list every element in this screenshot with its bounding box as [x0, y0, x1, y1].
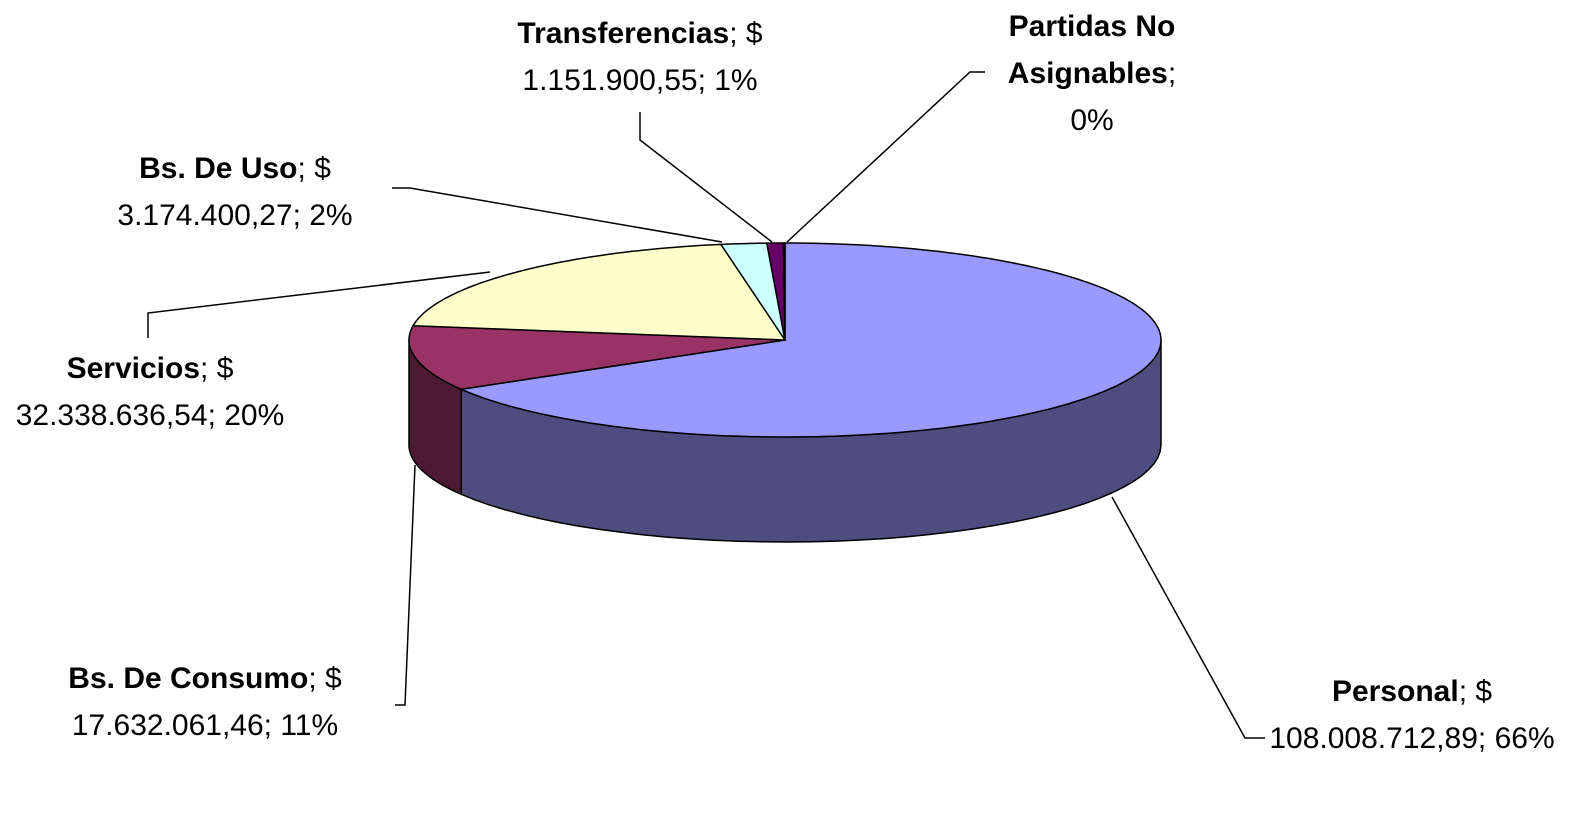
data-label: Partidas No Asignables; 0%: [982, 3, 1202, 144]
separator: ;: [207, 399, 225, 432]
pie-slice: [719, 242, 786, 341]
label-value: $ 17.632.061,46: [71, 662, 342, 742]
label-percent: 66%: [1494, 722, 1555, 755]
separator: ;: [1167, 57, 1177, 90]
label-name: Servicios: [66, 352, 201, 385]
pie-slice: [782, 242, 786, 341]
label-percent: 11%: [280, 709, 339, 742]
label-percent: 0%: [1070, 104, 1114, 137]
leader-line: [1111, 496, 1265, 739]
leader-line: [147, 271, 491, 338]
label-percent: 1%: [714, 64, 758, 97]
data-label: Transferencias; $ 1.151.900,55; 1%: [475, 10, 805, 104]
label-value: $ 1.151.900,55: [522, 17, 763, 97]
data-label: Personal; $ 108.008.712,89; 66%: [1262, 668, 1562, 762]
label-percent: 2%: [309, 199, 353, 232]
separator: ;: [292, 199, 310, 232]
leader-line: [639, 112, 773, 243]
separator: ;: [1477, 722, 1495, 755]
label-percent: 20%: [224, 399, 285, 432]
separator: ;: [1458, 675, 1476, 708]
data-label: Bs. De Consumo; $ 17.632.061,46; 11%: [25, 655, 385, 749]
label-value: $ 108.008.712,89: [1269, 675, 1493, 755]
separator: ;: [697, 64, 715, 97]
pie-slice: [458, 242, 1162, 438]
pie-slice: [408, 324, 786, 391]
leader-line: [786, 71, 985, 243]
pie-slice: [411, 243, 787, 341]
data-label: Bs. De Uso; $ 3.174.400,27; 2%: [70, 145, 400, 239]
label-name: Bs. De Consumo: [68, 662, 309, 695]
label-value: $ 32.338.636,54: [15, 352, 234, 432]
label-name: Bs. De Uso: [139, 152, 298, 185]
pie: [408, 242, 1162, 543]
separator: ;: [729, 17, 746, 50]
label-name: Personal: [1331, 675, 1459, 708]
leader-line: [392, 187, 723, 243]
separator: ;: [308, 662, 325, 695]
label-name: Transferencias: [517, 17, 730, 50]
separator: ;: [297, 152, 315, 185]
separator: ;: [200, 352, 217, 385]
label-name: Partidas No Asignables: [1007, 10, 1176, 90]
data-label: Servicios; $ 32.338.636,54; 20%: [5, 345, 295, 439]
leader-line: [395, 464, 416, 706]
separator: ;: [263, 709, 281, 742]
label-value: $ 3.174.400,27: [117, 152, 331, 232]
